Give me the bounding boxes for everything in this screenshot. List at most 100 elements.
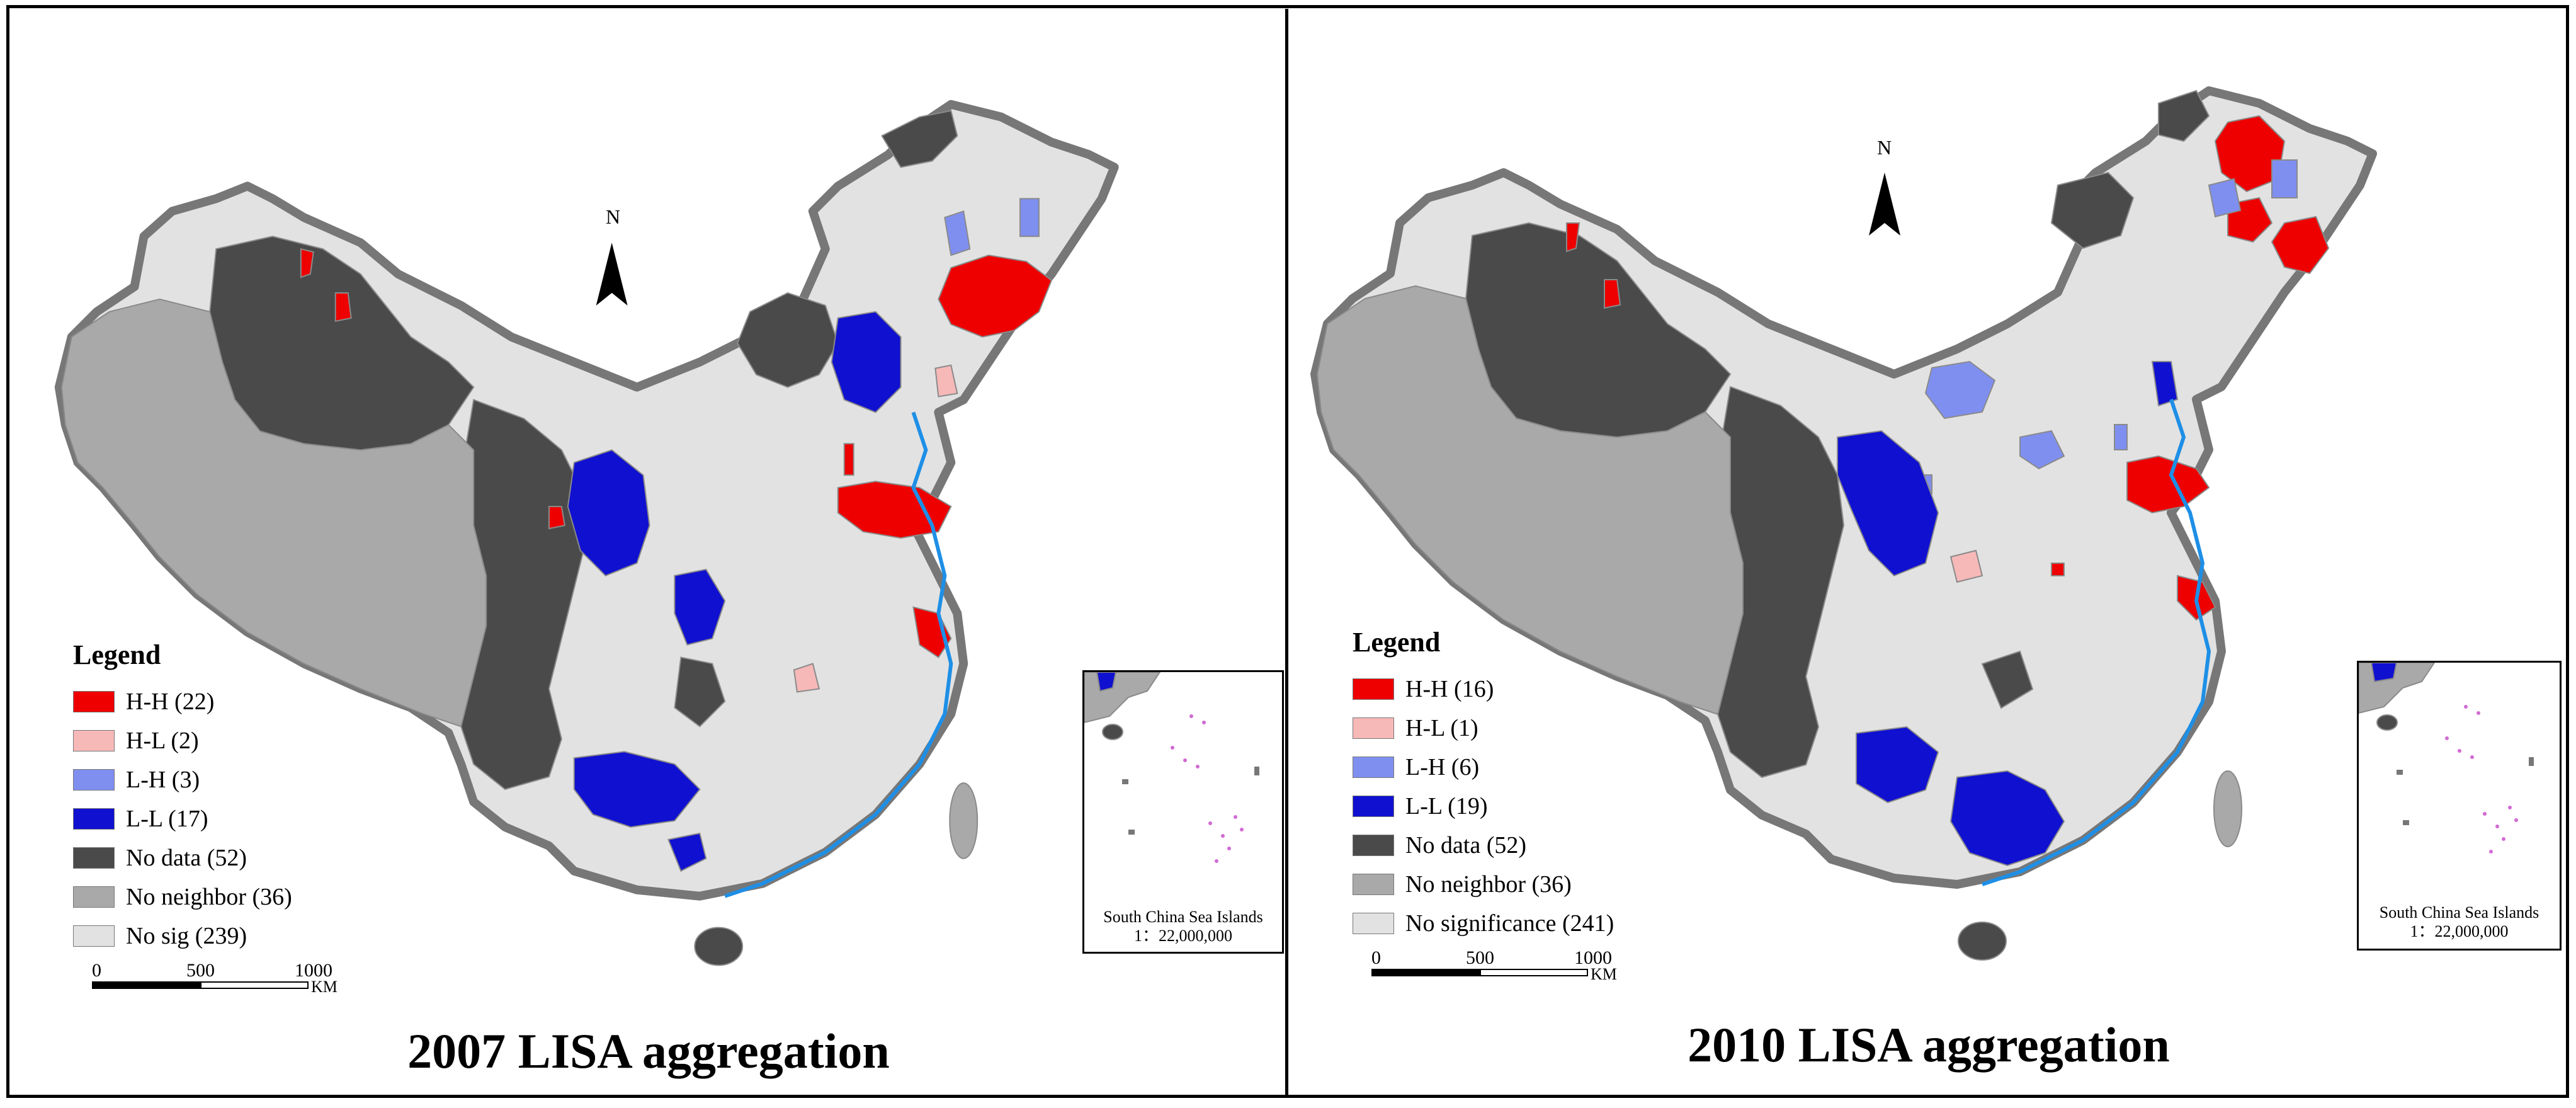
hainan-island: [694, 927, 744, 966]
scale-bar-2007: 0 500 1000 KM: [92, 960, 356, 997]
legend-item-ll: L-L (19): [1353, 787, 1614, 826]
china-map-2007: [54, 100, 1119, 966]
scale-tick: 0: [92, 960, 101, 981]
legend-label: L-H (6): [1405, 754, 1480, 780]
legend-label: No significance (241): [1405, 910, 1614, 937]
region-no-neighbor: [1316, 285, 1744, 716]
inset-mainland: [1084, 671, 1161, 724]
legend-item-no-neighbor: No neighbor (36): [1353, 865, 1614, 904]
legend-item-ll: L-L (17): [73, 799, 292, 838]
region-ll: [1837, 361, 2179, 867]
region-lh: [944, 198, 1040, 256]
china-map-2010: [1310, 86, 2377, 961]
legend-item-hl: H-L (2): [73, 721, 292, 760]
north-label: N: [606, 205, 620, 229]
legend-item-no-data: No data (52): [1353, 826, 1614, 865]
inset-map: [1084, 671, 1259, 863]
inset-markers: [2397, 757, 2534, 825]
legend-item-hh: H-H (22): [73, 682, 292, 721]
legend-item-no-significance: No significance (241): [1353, 904, 1614, 943]
map-title-2010: 2010 LISA aggregation: [1688, 1017, 2170, 1072]
scale-segment: [1371, 969, 1480, 976]
inset-caption: South China Sea Islands 1：22,000,000: [1084, 908, 1282, 945]
legend-swatch: [1353, 874, 1394, 895]
north-arrow: [596, 243, 628, 306]
inset-islands: [1171, 714, 1244, 863]
legend-swatch: [73, 886, 115, 908]
legend-2010: Legend H-H (16) H-L (1) L-H (6) L-L (19)…: [1353, 626, 1614, 943]
scale-unit: KM: [1591, 965, 1617, 983]
legend-item-hh: H-H (16): [1353, 670, 1614, 709]
inset-islands: [2445, 705, 2518, 854]
inset-hainan: [2376, 714, 2398, 731]
legend-label: No sig (239): [126, 923, 247, 949]
inset-ll-region: [2370, 662, 2398, 683]
region-hl: [1949, 549, 1983, 583]
legend-swatch: [1353, 717, 1394, 739]
scale-ticks: 0 500 1000: [1371, 947, 1636, 969]
legend-item-lh: L-H (3): [73, 760, 292, 799]
scale-bar-2010: 0 500 1000 KM: [1371, 947, 1636, 984]
region-ll: [567, 311, 902, 872]
inset-map: [2358, 662, 2534, 854]
legend-label: H-L (1): [1405, 715, 1478, 741]
legend-swatch: [73, 730, 115, 751]
inset-caption-scale: 1：22,000,000: [2410, 922, 2509, 940]
legend-swatch: [1353, 796, 1394, 817]
scale-ticks: 0 500 1000: [92, 960, 356, 981]
scale-tick: 500: [186, 960, 215, 981]
south-china-sea-inset-2007: South China Sea Islands 1：22,000,000: [1082, 670, 1284, 954]
coastline: [1982, 399, 2211, 886]
scale-tick: 500: [1466, 947, 1494, 968]
inset-markers: [1122, 767, 1259, 835]
legend-label: L-H (3): [126, 767, 200, 793]
legend-item-hl: H-L (1): [1353, 709, 1614, 748]
coastline: [724, 411, 953, 898]
legend-label: H-H (22): [126, 688, 215, 715]
region-no-neighbor: [60, 298, 487, 728]
legend-2007: Legend H-H (22) H-L (2) L-H (3) L-L (17)…: [73, 639, 292, 956]
legend-label: No data (52): [1405, 832, 1527, 859]
legend-title: Legend: [1353, 627, 1441, 658]
region-hl: [793, 364, 958, 693]
legend-label: H-H (16): [1405, 676, 1494, 702]
legend-label: No neighbor (36): [1405, 871, 1572, 898]
legend-item-no-neighbor: No neighbor (36): [73, 877, 292, 917]
scale-tick: 0: [1371, 947, 1381, 968]
scale-unit: KM: [311, 978, 338, 996]
inset-mainland: [2358, 662, 2436, 714]
legend-item-no-sig: No sig (239): [73, 917, 292, 956]
legend-swatch: [73, 925, 115, 947]
legend-swatch: [73, 691, 115, 712]
scale-graphic: KM: [1371, 965, 1636, 984]
legend-label: L-L (19): [1405, 793, 1488, 820]
taiwan-island: [2213, 770, 2242, 847]
region-hh: [300, 248, 1053, 658]
map-panel-2007: N Legend H-H (22) H-L (2) L-H (3) L-L (1…: [9, 9, 1288, 1097]
scale-segment: [1480, 969, 1588, 976]
legend-label: No neighbor (36): [126, 884, 292, 910]
scale-segment: [92, 981, 200, 989]
taiwan-island: [949, 782, 979, 859]
inset-caption: South China Sea Islands 1：22,000,000: [2359, 903, 2560, 941]
map-panel-2010: N Legend H-H (16) H-L (1) L-H (6) L-L (1…: [1290, 9, 2568, 1097]
legend-swatch: [73, 769, 115, 791]
legend-label: H-L (2): [126, 728, 199, 754]
legend-swatch: [1353, 913, 1394, 934]
legend-swatch: [73, 808, 115, 830]
map-title-2007: 2007 LISA aggregation: [407, 1024, 890, 1078]
scale-segment: [200, 981, 309, 989]
legend-label: L-L (17): [126, 806, 208, 832]
scale-tick: 1000: [1574, 947, 1612, 968]
inset-caption-scale: 1：22,000,000: [1133, 927, 1232, 945]
hainan-island: [1958, 922, 2007, 961]
north-arrow: [1869, 173, 1900, 236]
legend-title: Legend: [73, 639, 161, 670]
inset-ll-region: [1096, 671, 1117, 692]
scale-tick: 1000: [295, 960, 332, 981]
legend-swatch: [1353, 835, 1394, 856]
south-china-sea-inset-2010: South China Sea Islands 1：22,000,000: [2357, 661, 2562, 951]
scale-graphic: KM: [92, 978, 356, 997]
north-label: N: [1877, 136, 1892, 159]
inset-caption-title: South China Sea Islands: [1103, 908, 1263, 926]
